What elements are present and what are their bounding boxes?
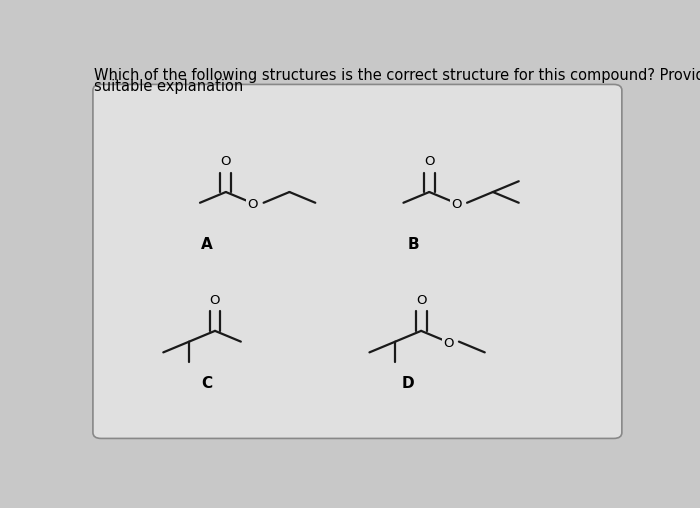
Text: O: O — [210, 294, 220, 307]
Text: C: C — [202, 376, 212, 391]
Text: O: O — [248, 198, 258, 211]
Text: suitable explanation: suitable explanation — [94, 79, 244, 93]
Text: D: D — [401, 376, 414, 391]
Text: A: A — [201, 237, 213, 252]
Text: O: O — [220, 155, 231, 168]
Text: O: O — [424, 155, 435, 168]
Text: B: B — [407, 237, 419, 252]
Text: Which of the following structures is the correct structure for this compound? Pr: Which of the following structures is the… — [94, 68, 700, 83]
Text: O: O — [416, 294, 426, 307]
Text: O: O — [451, 198, 461, 211]
FancyBboxPatch shape — [93, 84, 622, 438]
Text: O: O — [443, 337, 454, 350]
